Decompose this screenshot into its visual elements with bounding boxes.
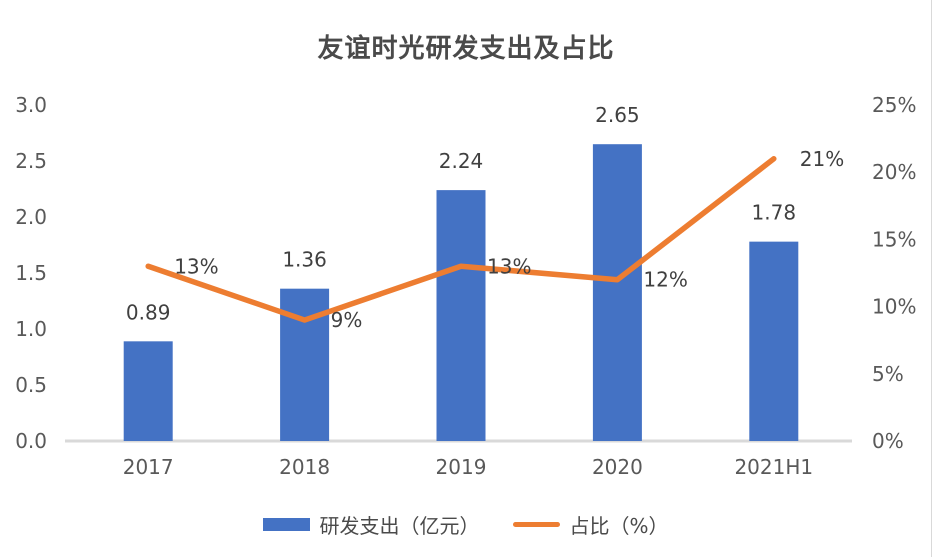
left-axis-tick: 1.5 [15,261,47,285]
legend-item-bar-series: 研发支出（亿元） [263,510,479,539]
bar-2020 [592,144,642,441]
x-axis-label: 2018 [279,455,330,479]
right-axis-tick: 20% [872,160,916,184]
left-axis-tick: 0.5 [15,373,47,397]
bar-value-label: 0.89 [126,300,171,324]
bar-2017 [123,341,173,441]
chart-title: 友谊时光研发支出及占比 [317,34,615,64]
left-axis-tick: 0.0 [15,429,47,453]
legend: 研发支出（亿元） 占比（%） [0,510,931,539]
bar-value-label: 2.65 [595,103,640,127]
right-axis-tick: 0% [872,429,904,453]
x-axis-label: 2017 [123,455,174,479]
line-series-swatch [513,522,561,527]
line-value-label: 13% [487,254,531,278]
bar-value-label: 2.24 [439,149,484,173]
left-axis-tick: 2.5 [15,149,47,173]
left-axis-tick: 2.0 [15,205,47,229]
bar-value-label: 1.36 [282,248,327,272]
legend-label-line-series: 占比（%） [569,514,669,538]
bar-series-swatch [263,518,311,531]
bar-2021H1 [749,241,799,441]
legend-label-bar-series: 研发支出（亿元） [319,514,480,538]
right-axis-tick: 10% [872,295,916,319]
x-axis-label: 2021H1 [734,455,813,479]
x-axis-label: 2020 [592,455,643,479]
left-axis-tick: 3.0 [15,93,47,117]
bar-2019 [436,190,486,441]
ratio-line [145,156,777,323]
right-axis-tick: 25% [872,93,916,117]
x-axis-label: 2019 [436,455,487,479]
line-value-label: 21% [800,147,844,171]
bar-value-label: 1.78 [752,201,797,225]
line-value-label: 13% [174,254,218,278]
line-value-label: 9% [331,308,363,332]
left-axis-tick: 1.0 [15,317,47,341]
line-value-label: 12% [643,268,687,292]
right-axis-tick: 15% [872,227,916,251]
legend-item-line-series: 占比（%） [513,510,669,539]
right-axis-tick: 5% [872,362,904,386]
